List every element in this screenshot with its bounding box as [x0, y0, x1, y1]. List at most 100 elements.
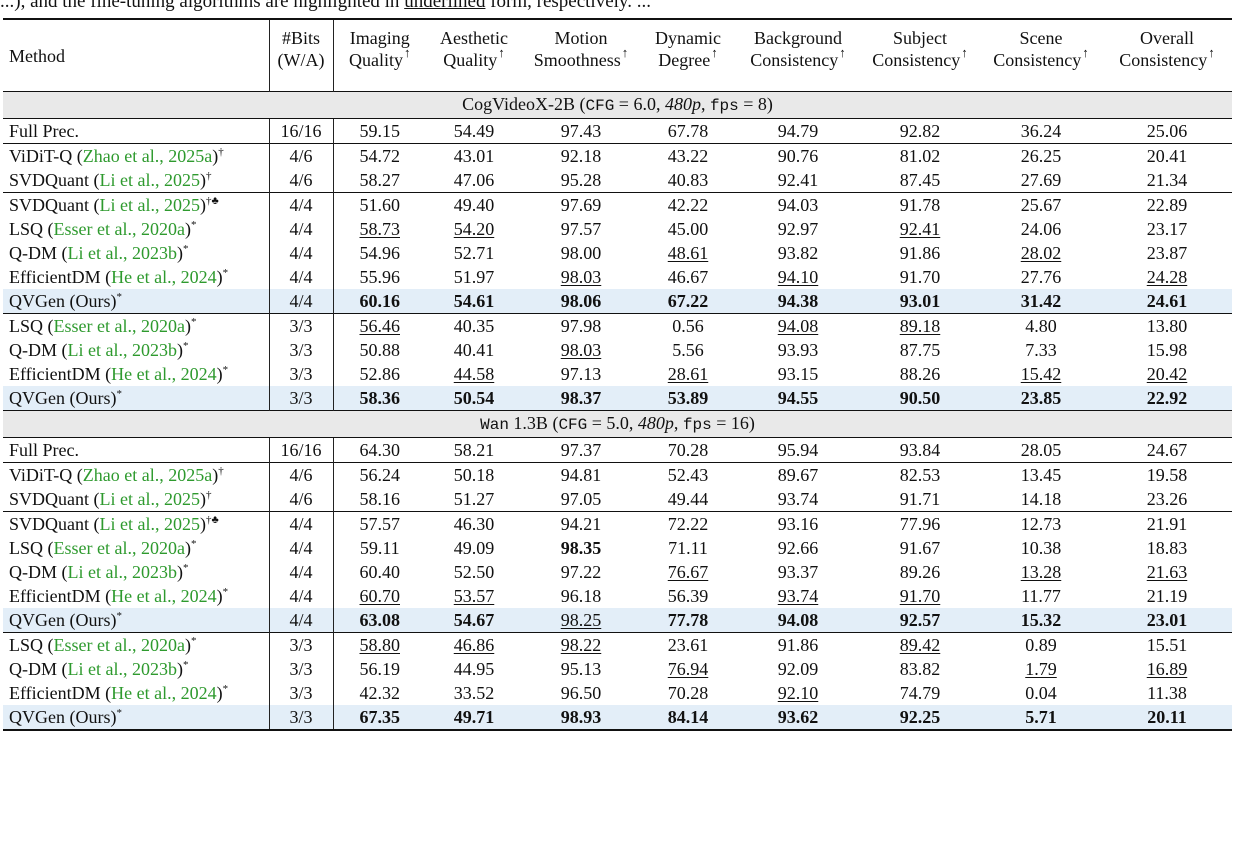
metric-cell: 52.50 [453, 562, 495, 582]
metric-cell: 98.00 [560, 243, 602, 263]
metric-cell: 94.21 [560, 514, 602, 534]
header-label: (W/A) [277, 50, 325, 70]
metric-cell: 58.21 [453, 440, 495, 460]
method-name: QVGen (Ours) [9, 707, 117, 727]
resolution: 480p [664, 94, 701, 114]
metric-cell: 92.66 [777, 538, 819, 558]
metric-cell: 15.42 [1020, 364, 1062, 384]
header-bc: Background Consistency↑ [736, 19, 860, 92]
metric-cell: 93.15 [777, 364, 819, 384]
metric-cell: 89.67 [777, 465, 819, 485]
metric-cell: 95.28 [560, 170, 602, 190]
table-row: Q-DM (Li et al., 2023b)* 3/3 50.88 40.41 98.… [3, 338, 1232, 362]
method-cell: SVDQuant (Li et al., 2025)†♣ [3, 192, 270, 217]
method-name: SVDQuant [9, 195, 89, 215]
fps-value: 16 [730, 413, 749, 433]
citation-link: Li et al., 2023b [67, 562, 177, 582]
metric-cell: 23.26 [1146, 489, 1188, 509]
header-oc: Overall Consistency↑ [1102, 19, 1232, 92]
metric-cell: 49.40 [453, 195, 495, 215]
metric-cell: 76.94 [667, 659, 709, 679]
metric-cell: 24.28 [1146, 267, 1188, 287]
metric-cell: 94.08 [736, 608, 860, 633]
metric-cell: 92.97 [777, 219, 819, 239]
metric-cell: 63.08 [333, 608, 426, 633]
footnote-mark: * [116, 388, 122, 400]
method-name: EfficientDM [9, 364, 101, 384]
method-name: QVGen (Ours) [9, 388, 117, 408]
metric-cell: 52.71 [453, 243, 495, 263]
metric-cell: 49.71 [426, 705, 522, 730]
bits-cell: 4/4 [269, 289, 334, 314]
metric-cell: 0.56 [672, 316, 704, 336]
metric-cell: 28.05 [1020, 440, 1062, 460]
section-header-row: Wan 1.3B (CFG = 5.0, 480p, fps = 16) [3, 410, 1232, 438]
method-cell: LSQ (Esser et al., 2020a)* [3, 313, 270, 338]
metric-cell: 50.18 [453, 465, 495, 485]
metric-cell: 55.96 [359, 267, 401, 287]
method-name: LSQ [9, 538, 44, 558]
method-cell: Q-DM (Li et al., 2023b)* [3, 338, 270, 362]
method-name: LSQ [9, 316, 44, 336]
metric-cell: 19.58 [1146, 465, 1188, 485]
metric-cell: 11.77 [1021, 586, 1061, 606]
metric-cell: 51.60 [359, 195, 401, 215]
metric-cell: 97.43 [560, 121, 602, 141]
table-row: Q-DM (Li et al., 2023b)* 4/4 60.40 52.50 97.… [3, 560, 1232, 584]
metric-cell: 23.01 [1102, 608, 1232, 633]
footnote-mark: * [182, 659, 189, 671]
method-cell: SVDQuant (Li et al., 2025)†♣ [3, 511, 270, 536]
fps-label: fps [709, 97, 739, 115]
bits-cell: 4/4 [269, 265, 334, 289]
header-iq: Imaging Quality↑ [333, 19, 426, 92]
citation-link: Zhao et al., 2025a [82, 465, 213, 485]
bits-cell: 3/3 [269, 338, 334, 362]
method-name: Q-DM [9, 659, 57, 679]
metric-cell: 88.26 [899, 364, 941, 384]
metric-cell: 0.04 [1025, 683, 1057, 703]
metric-cell: 91.70 [899, 267, 941, 287]
header-label: Scene [1019, 28, 1063, 48]
model-name: Wan [480, 416, 509, 434]
table-row: SVDQuant (Li et al., 2025)†♣ 4/4 57.57 46.3… [3, 511, 1232, 536]
header-ms: Motion Smoothness↑ [522, 19, 640, 92]
model-size: 1.3B [513, 413, 548, 433]
metric-cell: 36.24 [1020, 121, 1062, 141]
footnote-mark: * [190, 316, 197, 328]
metric-cell: 44.58 [453, 364, 495, 384]
caption-right: form, respectively. ... [490, 0, 651, 12]
metric-cell: 46.86 [453, 635, 495, 655]
footnote-mark: † [218, 146, 224, 158]
metric-cell: 54.67 [426, 608, 522, 633]
footnote-mark: * [222, 683, 229, 695]
metric-cell: 84.14 [640, 705, 736, 730]
bits-cell: 4/6 [269, 462, 334, 487]
bits-cell: 4/4 [269, 217, 334, 241]
metric-cell: 90.50 [860, 386, 980, 411]
metric-cell: 59.15 [359, 121, 401, 141]
metric-cell: 42.32 [359, 683, 401, 703]
metric-cell: 15.98 [1146, 340, 1188, 360]
metric-cell: 58.16 [359, 489, 401, 509]
method-cell: Full Prec. [3, 118, 270, 144]
footnote-mark: * [116, 707, 122, 719]
metric-cell: 20.41 [1146, 146, 1188, 166]
metric-cell: 22.89 [1146, 195, 1188, 215]
citation-link: He et al., 2024 [111, 683, 217, 703]
header-method: Method [3, 19, 270, 92]
footnote-mark: * [182, 243, 189, 255]
metric-cell: 21.91 [1146, 514, 1188, 534]
bits-cell: 3/3 [269, 705, 334, 730]
metric-cell: 27.69 [1020, 170, 1062, 190]
metric-cell: 93.74 [777, 586, 819, 606]
citation-link: Li et al., 2023b [67, 659, 177, 679]
citation-link: Li et al., 2025 [99, 514, 200, 534]
bits-cell: 16/16 [269, 437, 334, 463]
metric-cell: 96.50 [560, 683, 602, 703]
footnote-mark: * [222, 364, 229, 376]
method-name: Q-DM [9, 243, 57, 263]
header-label: Imaging [349, 28, 410, 48]
bits-cell: 4/4 [269, 536, 334, 560]
method-cell: EfficientDM (He et al., 2024)* [3, 681, 270, 705]
metric-cell: 44.95 [453, 659, 495, 679]
